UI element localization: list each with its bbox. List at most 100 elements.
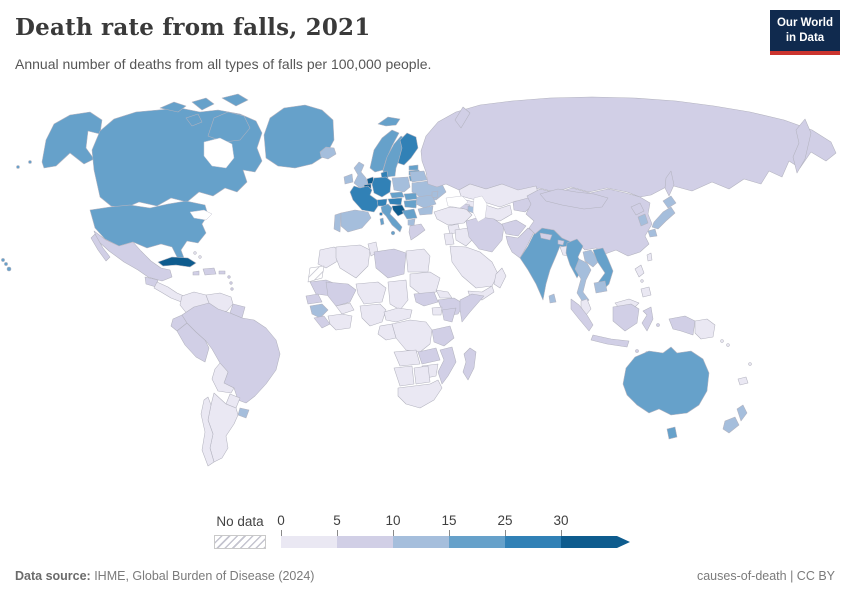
country-cuba[interactable] bbox=[157, 256, 197, 268]
country-hawaii[interactable] bbox=[4, 262, 8, 266]
country-kenya[interactable] bbox=[441, 307, 457, 323]
country-hispaniola[interactable] bbox=[202, 267, 217, 276]
country-botswana[interactable] bbox=[413, 365, 431, 385]
legend-bin-30-plus[interactable] bbox=[561, 536, 617, 548]
country-nigeria[interactable] bbox=[359, 303, 387, 327]
country-mali[interactable] bbox=[325, 281, 357, 307]
country-algeria[interactable] bbox=[335, 244, 371, 279]
country-north-korea[interactable] bbox=[630, 202, 645, 216]
country-austria[interactable] bbox=[387, 197, 403, 206]
country-germany[interactable] bbox=[371, 176, 392, 198]
legend-bin-0-5[interactable] bbox=[281, 536, 337, 548]
country-sicily[interactable] bbox=[390, 230, 396, 236]
country-lesser-sunda[interactable] bbox=[635, 349, 639, 353]
country-iran[interactable] bbox=[465, 216, 505, 253]
country-philippines-visayas[interactable] bbox=[640, 279, 644, 283]
country-corsica[interactable] bbox=[379, 212, 383, 216]
country-sulawesi[interactable] bbox=[641, 306, 654, 332]
country-uruguay[interactable] bbox=[237, 407, 250, 419]
country-ireland[interactable] bbox=[343, 173, 354, 185]
country-new-zealand-south[interactable] bbox=[722, 416, 740, 434]
country-canada-island[interactable] bbox=[221, 93, 249, 107]
legend-no-data-swatch[interactable] bbox=[214, 535, 266, 549]
country-puerto-rico[interactable] bbox=[218, 270, 226, 275]
country-canada-island[interactable] bbox=[191, 97, 215, 111]
country-moldova[interactable] bbox=[431, 190, 439, 199]
license-link[interactable]: causes-of-death | CC BY bbox=[696, 569, 835, 583]
country-chad[interactable] bbox=[387, 279, 409, 311]
country-new-caledonia[interactable] bbox=[737, 376, 749, 386]
country-madagascar[interactable] bbox=[462, 347, 477, 381]
country-novaya-zemlya[interactable] bbox=[454, 106, 471, 129]
legend-bin-10-15[interactable] bbox=[393, 536, 449, 548]
country-zambia[interactable] bbox=[417, 347, 441, 365]
country-estonia[interactable] bbox=[408, 164, 419, 171]
country-nepal[interactable] bbox=[539, 232, 553, 241]
country-czechia[interactable] bbox=[389, 191, 405, 199]
country-finland[interactable] bbox=[397, 132, 419, 166]
owid-logo[interactable]: Our World in Data bbox=[770, 10, 840, 55]
country-japan-honshu[interactable] bbox=[651, 206, 676, 230]
country-saudi-arabia[interactable] bbox=[449, 245, 499, 289]
country-sakhalin[interactable] bbox=[664, 170, 675, 197]
country-jamaica[interactable] bbox=[192, 270, 200, 276]
country-russia[interactable] bbox=[420, 96, 837, 198]
country-mozambique[interactable] bbox=[437, 346, 457, 385]
country-sri-lanka[interactable] bbox=[548, 293, 557, 304]
country-australia[interactable] bbox=[622, 346, 710, 416]
country-solomon-islands[interactable] bbox=[726, 343, 730, 347]
country-china[interactable] bbox=[525, 187, 653, 257]
country-egypt[interactable] bbox=[405, 248, 431, 273]
country-angola[interactable] bbox=[393, 349, 421, 367]
legend-bin-25-30[interactable] bbox=[505, 536, 561, 548]
country-sierra-leone-liberia[interactable] bbox=[313, 315, 331, 329]
country-solomon-islands[interactable] bbox=[720, 339, 724, 343]
country-gabon-congo[interactable] bbox=[377, 323, 397, 341]
country-south-sudan[interactable] bbox=[413, 291, 439, 307]
country-japan-kyushu[interactable] bbox=[647, 228, 658, 238]
country-niger[interactable] bbox=[355, 281, 387, 305]
country-taiwan[interactable] bbox=[646, 252, 653, 262]
country-aleutians[interactable] bbox=[16, 165, 20, 169]
country-java[interactable] bbox=[590, 334, 630, 348]
country-bosnia-serbia[interactable] bbox=[401, 208, 418, 220]
country-belarus[interactable] bbox=[409, 170, 428, 183]
country-iceland[interactable] bbox=[319, 146, 337, 160]
country-guinea[interactable] bbox=[309, 303, 329, 319]
country-lesser-antilles[interactable] bbox=[229, 281, 233, 285]
country-western-sahara[interactable] bbox=[307, 265, 325, 283]
country-bahamas[interactable] bbox=[193, 251, 197, 255]
country-uganda[interactable] bbox=[431, 306, 443, 316]
country-senegal[interactable] bbox=[305, 293, 323, 305]
country-alaska[interactable] bbox=[41, 111, 103, 169]
country-papua-new-guinea[interactable] bbox=[694, 318, 716, 340]
country-bahamas[interactable] bbox=[198, 255, 202, 259]
country-west-papua[interactable] bbox=[668, 315, 696, 336]
legend-bin-15-25[interactable] bbox=[449, 536, 505, 548]
country-dr-congo[interactable] bbox=[391, 319, 433, 353]
country-hawaii[interactable] bbox=[1, 258, 5, 262]
country-israel-jordan[interactable] bbox=[443, 232, 455, 246]
country-slovenia-croatia[interactable] bbox=[391, 204, 407, 217]
country-portugal[interactable] bbox=[333, 212, 342, 233]
legend-bin-5-10[interactable] bbox=[337, 536, 393, 548]
country-sumatra[interactable] bbox=[570, 298, 594, 332]
country-greece[interactable] bbox=[408, 223, 426, 241]
country-eritrea[interactable] bbox=[435, 289, 453, 299]
country-somalia[interactable] bbox=[459, 293, 485, 323]
country-lesser-antilles[interactable] bbox=[227, 275, 231, 279]
country-turkey[interactable] bbox=[433, 206, 473, 226]
country-united-kingdom[interactable] bbox=[353, 161, 369, 189]
country-canada-island[interactable] bbox=[159, 101, 187, 113]
country-south-africa[interactable] bbox=[397, 379, 443, 409]
country-bulgaria[interactable] bbox=[417, 205, 434, 216]
country-mongolia[interactable] bbox=[539, 188, 609, 210]
country-afghanistan[interactable] bbox=[501, 219, 527, 237]
country-oman[interactable] bbox=[493, 267, 507, 289]
country-burkina-faso[interactable] bbox=[335, 302, 355, 315]
country-ivory-coast-ghana[interactable] bbox=[327, 313, 353, 331]
country-libya[interactable] bbox=[373, 248, 407, 279]
country-laos[interactable] bbox=[582, 249, 600, 268]
country-hungary[interactable] bbox=[403, 199, 418, 209]
country-poland[interactable] bbox=[391, 176, 411, 193]
